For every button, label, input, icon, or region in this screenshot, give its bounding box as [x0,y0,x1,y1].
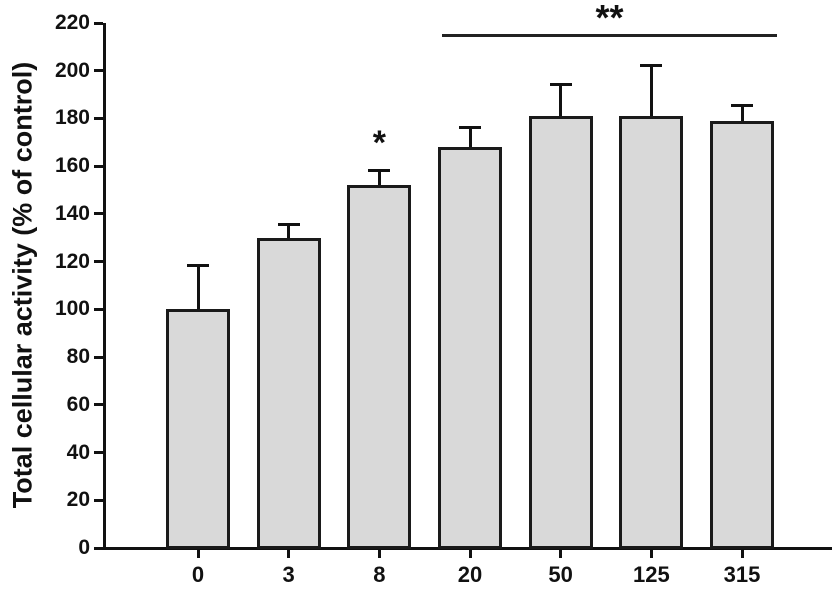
y-tick-label: 80 [66,345,90,368]
error-bar-cap [187,264,209,268]
y-tick-label: 0 [78,536,90,559]
bar [710,120,775,549]
error-bar-cap [368,168,391,172]
y-tick-label: 40 [66,441,90,464]
y-tick-label: 20 [66,488,90,511]
x-tick-label: 125 [632,562,670,587]
bar [619,116,684,549]
x-tick-label: 8 [373,562,386,587]
bar [256,237,321,549]
error-bar-stem [377,168,381,186]
x-tick [287,550,291,558]
y-tick [94,212,103,215]
y-tick-label: 140 [54,202,90,225]
y-tick [94,499,103,502]
bar [166,309,230,549]
error-bar-cap [277,223,300,227]
x-tick-label: 50 [548,562,573,587]
x-tick [649,550,653,558]
error-bar-stem [740,104,744,121]
error-bar-cap [549,82,572,86]
error-bar-cap [459,125,481,129]
y-tick [94,22,103,25]
y-tick [94,117,103,120]
x-tick [559,550,563,558]
significance-bracket-line [442,34,777,37]
bar [528,116,593,549]
error-bar-stem [559,82,563,117]
significance-asterisk: * [372,124,386,162]
y-tick-label: 200 [54,59,90,82]
error-bar-cap [640,63,663,67]
error-bar-cap [731,104,754,108]
error-bar-stem [468,125,472,148]
x-tick [377,550,381,558]
y-tick-label: 100 [54,297,90,320]
y-tick-label: 160 [54,154,90,177]
x-tick [196,550,200,558]
x-tick-label: 315 [723,562,761,587]
x-tick-label: 3 [282,562,295,587]
y-tick [94,547,103,550]
y-tick [94,165,103,168]
y-tick [94,69,103,72]
y-tick-label: 120 [54,250,90,273]
y-tick-label: 60 [66,393,90,416]
error-bar-stem [196,264,200,310]
x-tick-label: 0 [191,562,205,587]
y-axis-line [103,23,106,550]
x-tick [468,550,472,558]
y-tick-label: 220 [54,11,90,34]
y-tick [94,403,103,406]
bar [347,185,412,549]
error-bar-stem [649,63,653,117]
significance-double-asterisk: ** [595,0,624,38]
y-tick [94,451,103,454]
y-tick-label: 180 [54,106,90,129]
bar [438,147,502,549]
y-tick [94,308,103,311]
y-tick [94,356,103,359]
x-tick [740,550,744,558]
y-tick [94,260,103,263]
x-tick-label: 20 [457,562,483,587]
error-bar-stem [287,223,291,238]
